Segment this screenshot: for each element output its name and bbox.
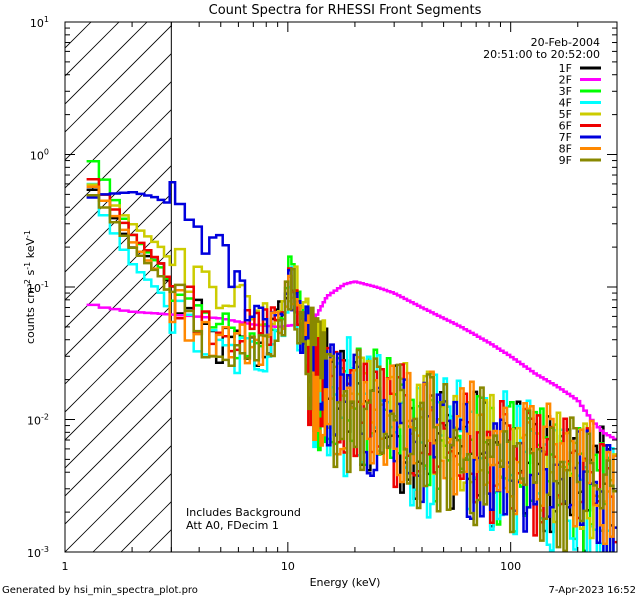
annotation-background: Includes Background: [186, 506, 301, 519]
legend-label: 6F: [559, 120, 572, 133]
y-axis-label: counts cm-2 s-1 keV-1: [23, 230, 37, 344]
hatch-line: [65, 137, 172, 245]
x-tick-label: 100: [500, 560, 521, 573]
time-range-label: 20:51:00 to 20:52:00: [483, 48, 600, 61]
y-tick-label: 10-2: [27, 413, 49, 428]
hatch-line: [65, 417, 172, 525]
series-line-9f: [86, 194, 617, 552]
legend-label: 9F: [559, 154, 572, 167]
hatch-line: [65, 81, 172, 189]
legend-label: 8F: [559, 143, 572, 156]
hatch-line: [317, 0, 640, 552]
x-tick-label: 1: [62, 560, 69, 573]
hatch-line: [65, 22, 92, 49]
hatch-line: [65, 53, 172, 161]
series-line-2f: [86, 280, 617, 441]
legend-label: 1F: [559, 62, 572, 75]
y-tick-label: 10-3: [27, 545, 49, 560]
hatch-line: [65, 333, 172, 441]
y-tick-label: 10-1: [27, 280, 49, 295]
legend-label: 4F: [559, 97, 572, 110]
legend-label: 7F: [559, 131, 572, 144]
legend-label: 5F: [559, 108, 572, 121]
generated-by-text: Generated by hsi_min_spectra_plot.pro: [2, 585, 198, 596]
series-line-8f: [86, 185, 617, 546]
x-tick-label: 10: [281, 560, 295, 573]
chart-title: Count Spectra for RHESSI Front Segments: [209, 3, 482, 18]
legend-label: 2F: [559, 74, 572, 87]
hatch-line: [625, 0, 640, 552]
date-label: 20-Feb-2004: [531, 36, 600, 49]
x-axis-label: Energy (keV): [310, 576, 381, 589]
hatch-line: [0, 0, 305, 552]
hatch-line: [65, 389, 172, 497]
hatched-region: [0, 0, 640, 552]
hatch-line: [65, 361, 172, 469]
y-tick-label: 101: [30, 15, 49, 30]
y-tick-label: 100: [30, 148, 49, 163]
hatch-line: [65, 109, 172, 217]
legend-label: 3F: [559, 85, 572, 98]
timestamp-text: 7-Apr-2023 16:52: [548, 585, 636, 596]
annotation-attenuator: Att A0, FDecim 1: [186, 519, 279, 532]
